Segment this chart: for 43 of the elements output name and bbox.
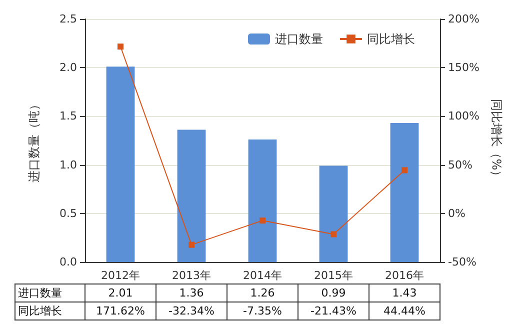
y-tick-label: 1.5 <box>60 110 77 123</box>
y2-tick-label: 200% <box>448 12 480 26</box>
data-label: -7.35% <box>243 304 282 318</box>
text: 同比增长 <box>18 304 62 318</box>
point <box>330 231 336 238</box>
y2-tick-label: 150% <box>448 61 480 74</box>
y2-tick-label: 0% <box>448 206 466 220</box>
data-label: 44.44% <box>384 304 426 318</box>
y-tick-label: 2.0 <box>60 61 77 74</box>
y-tick-label: 1.0 <box>60 158 77 172</box>
x-tick-label: 2012年 <box>101 269 140 282</box>
bar <box>248 140 277 262</box>
x-tick-label: 2013年 <box>172 269 211 282</box>
bar <box>319 166 348 262</box>
bar <box>106 66 135 262</box>
point <box>260 218 266 224</box>
y-tick-label: 2.5 <box>60 12 77 26</box>
data-label: 1.43 <box>392 286 417 300</box>
y2-axis-title: 同比增长（%） <box>489 98 504 182</box>
y2-tick-label: 50% <box>448 158 472 172</box>
data-label: 1.26 <box>250 286 275 300</box>
data-label: 171.62% <box>96 304 145 318</box>
text: 进口数量 <box>18 286 62 300</box>
data-label: 1.36 <box>179 286 204 300</box>
y-tick-label: 0.5 <box>60 206 77 220</box>
data-label: -21.43% <box>310 304 356 318</box>
legend-label: 同比增长 <box>367 32 415 46</box>
x-tick-label: 2016年 <box>385 269 424 282</box>
point <box>188 242 194 248</box>
y2-tick-label: 100% <box>448 110 480 123</box>
bar <box>177 130 206 262</box>
point <box>118 44 124 50</box>
data-label: -32.34% <box>168 304 214 318</box>
x-tick-label: 2015年 <box>314 269 353 282</box>
y-tick-label: 0.0 <box>60 256 77 268</box>
y-axis-title: 进口数量（吨） <box>27 98 41 182</box>
legend-label: 进口数量 <box>275 32 323 46</box>
bar <box>390 123 419 262</box>
y2-tick-label: -50% <box>448 256 476 268</box>
x-tick-label: 2014年 <box>243 269 282 282</box>
data-label: 2.01 <box>108 286 133 300</box>
point <box>402 167 408 174</box>
data-label: 0.99 <box>321 286 346 300</box>
